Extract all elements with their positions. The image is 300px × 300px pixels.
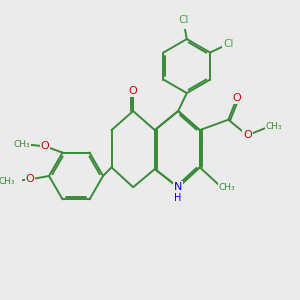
Text: CH₃: CH₃ [218,183,235,192]
Text: N: N [174,182,182,192]
Text: O: O [243,130,252,140]
Text: O: O [26,174,34,184]
Text: O: O [232,93,242,103]
Text: Cl: Cl [178,15,188,25]
Text: Cl: Cl [223,39,233,49]
Text: CH₃: CH₃ [0,177,15,186]
Text: CH₃: CH₃ [266,122,283,131]
Text: O: O [41,141,50,151]
Text: O: O [129,86,137,96]
Text: H: H [175,193,182,202]
Text: CH₃: CH₃ [14,140,30,149]
